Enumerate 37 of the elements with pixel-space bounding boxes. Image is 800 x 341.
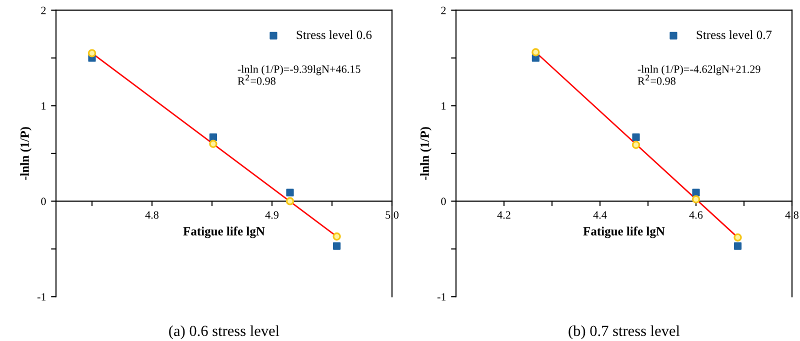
x-axis-title: Fatigue life lgN — [583, 226, 665, 238]
text: (b) 0.7 stress level — [568, 325, 680, 340]
x-tick-label: 4.2 — [497, 211, 510, 219]
point — [692, 195, 700, 204]
y-tick-label: -1 — [37, 293, 46, 301]
x-tick-label: 4.8 — [145, 211, 159, 219]
y-tick-label: 2 — [41, 6, 46, 14]
x-tick-label: 4.9 — [265, 211, 278, 219]
annotation: -lnln (1/P)=-4.62lgN+21.29 R$^{2}$=0.98 — [638, 65, 760, 85]
point — [532, 48, 540, 56]
point — [88, 49, 96, 58]
y-tick-label: 0 — [441, 198, 446, 206]
x-axis-title: Fatigue life lgN — [183, 226, 265, 238]
legend-label: Stress level 0.7 — [696, 30, 772, 40]
point — [632, 140, 640, 149]
point — [734, 242, 742, 250]
point — [632, 133, 640, 142]
y-tick-label: 1 — [442, 102, 446, 110]
y-axis-title: -lnln (1/P) — [420, 127, 432, 180]
legend-label: Stress level 0.6 — [296, 30, 372, 40]
y-tick-label: 2 — [441, 6, 446, 14]
point — [209, 133, 217, 142]
x-tick-label: 4.6 — [689, 211, 703, 219]
point — [286, 188, 294, 196]
point — [692, 188, 700, 196]
y-tick-label: -1 — [437, 293, 446, 301]
point — [286, 197, 294, 206]
y-tick-label: 1 — [42, 102, 46, 110]
point — [734, 233, 742, 242]
annotation: -lnln (1/P)=-9.39lgN+46.15 R$^{2}$=0.98 — [238, 65, 360, 85]
x-tick-label: 4.4 — [593, 211, 607, 219]
point — [332, 232, 341, 241]
y-axis-title: -lnln (1/P) — [20, 127, 32, 180]
point — [209, 140, 218, 148]
point — [333, 242, 341, 250]
text: (a) 0.6 stress level — [169, 325, 280, 340]
y-tick-label: 0 — [41, 198, 46, 206]
